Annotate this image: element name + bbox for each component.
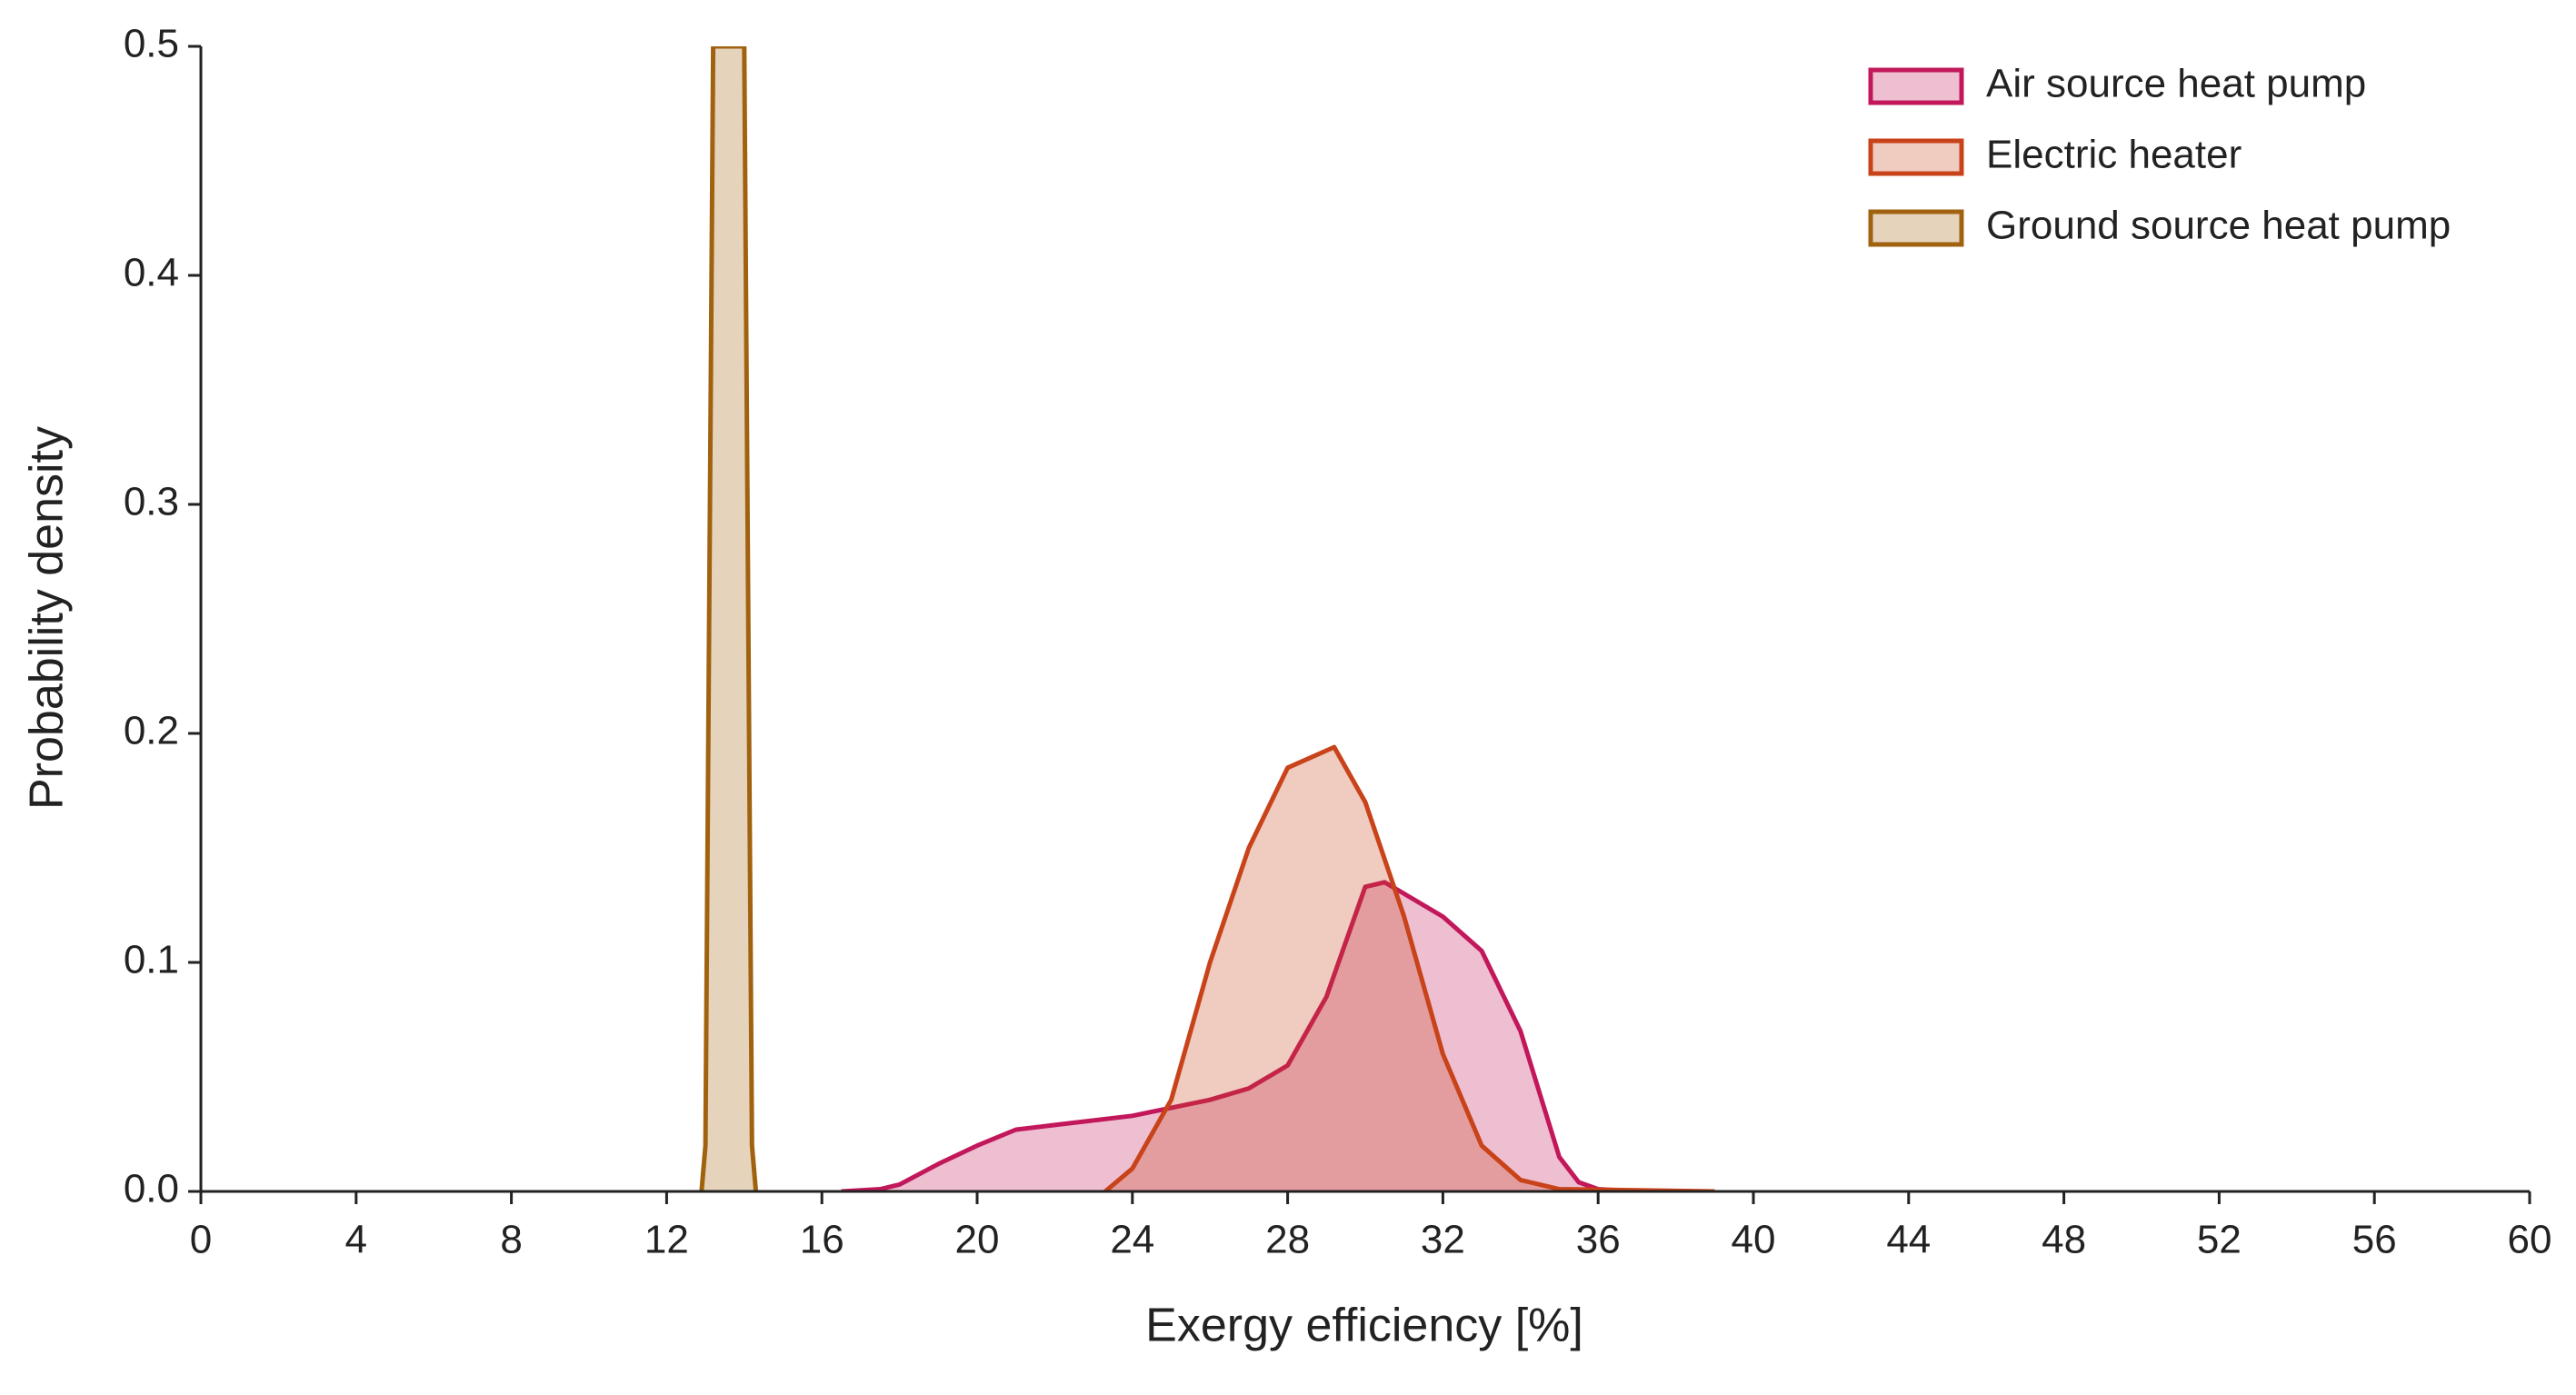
x-tick-label: 28	[1265, 1218, 1310, 1262]
x-tick-label: 16	[800, 1218, 844, 1262]
legend-swatch	[1868, 138, 1964, 176]
y-tick-label: 0.4	[124, 251, 179, 295]
x-tick-label: 52	[2197, 1218, 2242, 1262]
x-tick-label: 48	[2042, 1218, 2086, 1262]
area-fill	[841, 882, 1637, 1191]
x-tick-label: 24	[1110, 1218, 1154, 1262]
area-fill	[1104, 747, 1715, 1191]
y-tick-label: 0.0	[124, 1167, 179, 1211]
x-tick-label: 0	[190, 1218, 212, 1262]
y-tick-label: 0.2	[124, 709, 179, 753]
legend-label: Electric heater	[1986, 133, 2242, 177]
x-tick-label: 40	[1732, 1218, 1776, 1262]
y-axis-label: Probability density	[21, 426, 74, 810]
density-line	[699, 46, 759, 1191]
x-tick-label: 20	[955, 1218, 1000, 1262]
legend-swatch	[1868, 209, 1964, 247]
x-tick-label: 8	[500, 1218, 522, 1262]
density-line	[841, 880, 1638, 1191]
legend-swatch	[1868, 67, 1964, 105]
legend-label: Air source heat pump	[1986, 62, 2366, 106]
density-line	[1103, 744, 1715, 1191]
plot-area	[699, 46, 1715, 1191]
x-tick-label: 36	[1576, 1218, 1621, 1262]
x-tick-label: 60	[2508, 1218, 2552, 1262]
y-tick-label: 0.5	[124, 22, 179, 66]
x-tick-label: 32	[1421, 1218, 1465, 1262]
y-tick-label: 0.3	[124, 480, 179, 524]
legend-label: Ground source heat pump	[1986, 204, 2451, 248]
x-tick-label: 12	[644, 1218, 689, 1262]
x-tick-label: 4	[345, 1218, 367, 1262]
x-axis-label: Exergy efficiency [%]	[1145, 1300, 1583, 1352]
x-tick-label: 44	[1886, 1218, 1931, 1262]
x-tick-label: 56	[2352, 1218, 2397, 1262]
area-fill	[701, 46, 756, 1191]
y-tick-label: 0.1	[124, 938, 179, 982]
